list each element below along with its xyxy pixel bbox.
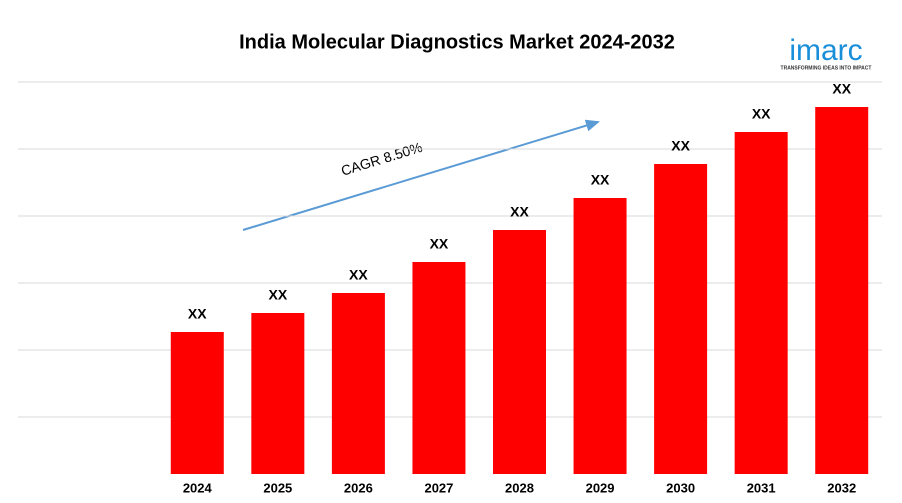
x-tick-label: 2032 (827, 480, 856, 495)
bar (573, 198, 627, 474)
x-tick-label: 2024 (183, 480, 213, 495)
bar (654, 164, 708, 474)
x-tick-label: 2030 (666, 480, 695, 495)
cagr-label: CAGR 8.50% (339, 139, 424, 179)
bar (493, 230, 546, 474)
chart-title: India Molecular Diagnostics Market 2024-… (239, 31, 675, 53)
value-label: XX (188, 306, 207, 322)
value-label: XX (591, 172, 610, 188)
x-tick-label: 2029 (586, 480, 615, 495)
value-label: XX (752, 106, 771, 122)
x-tick-label: 2026 (344, 480, 373, 495)
value-label: XX (671, 138, 690, 154)
value-label: XX (349, 267, 368, 283)
x-tick-label: 2025 (263, 480, 292, 495)
bar (170, 332, 224, 474)
bar (251, 313, 305, 474)
value-label: XX (832, 81, 851, 97)
cagr-arrow (242, 119, 600, 231)
x-tick-label: 2028 (505, 480, 534, 495)
bar (815, 107, 869, 474)
bar (412, 262, 466, 474)
bar (734, 132, 788, 474)
logo-name: imarc (789, 34, 862, 67)
bar (331, 293, 385, 474)
value-label: XX (268, 287, 287, 303)
x-tick-label: 2031 (747, 480, 776, 495)
value-label: XX (430, 236, 449, 252)
value-label: XX (510, 204, 529, 220)
x-tick-label: 2027 (424, 480, 453, 495)
logo-tagline: TRANSFORMING IDEAS INTO IMPACT (781, 65, 872, 71)
